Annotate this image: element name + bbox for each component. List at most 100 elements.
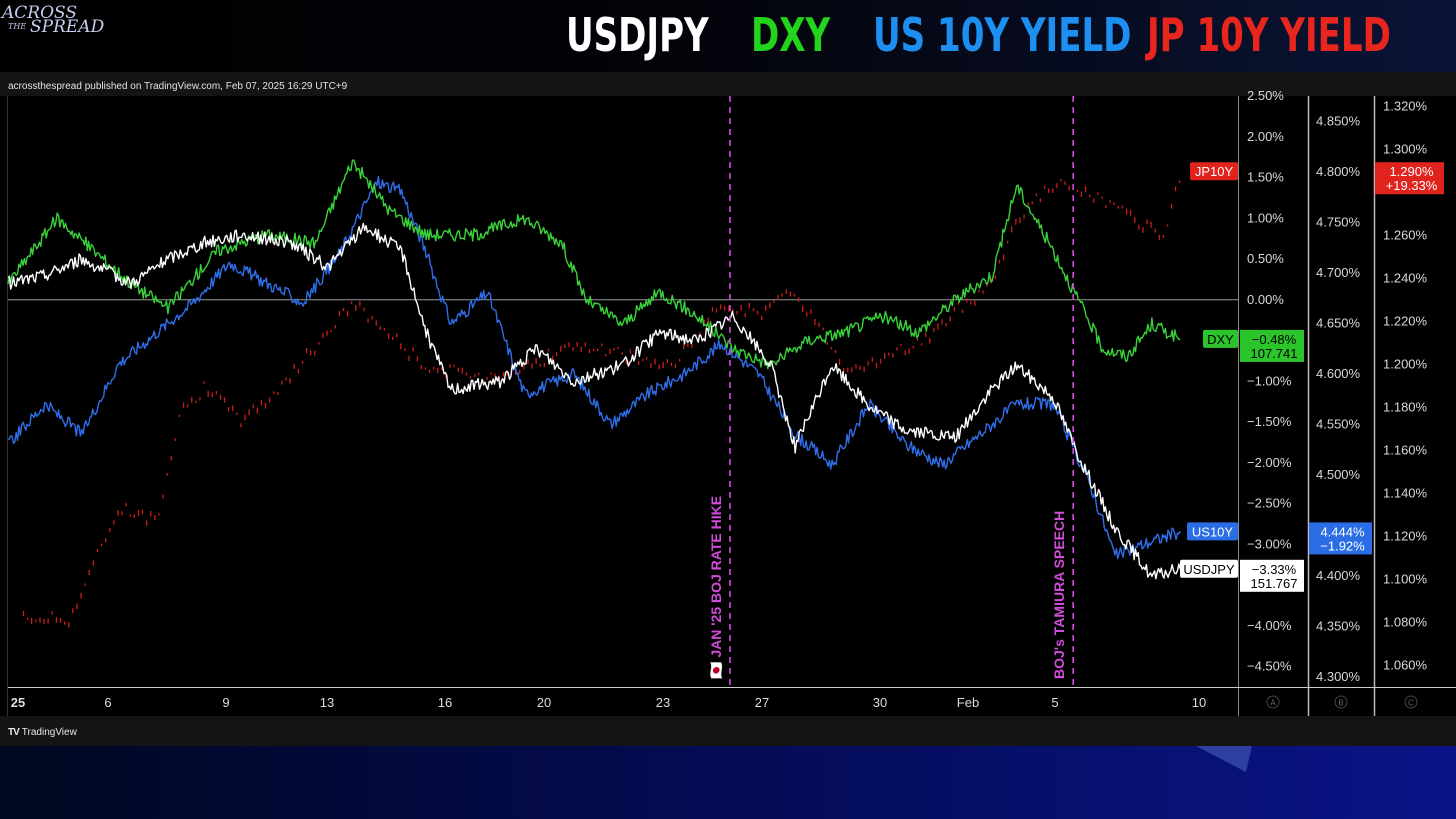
series-jp10y-tick	[105, 538, 107, 543]
series-jp10y-tick	[560, 346, 562, 352]
axis-a-tick-2: 1.50%	[1247, 170, 1284, 185]
series-jp10y-tick	[752, 308, 755, 312]
series-value-secondary: 107.741	[1251, 346, 1298, 361]
series-tag-label: JP10Y	[1195, 164, 1234, 179]
series-jp10y-tick	[1174, 186, 1177, 192]
axis-a-tick-10: −3.00%	[1247, 536, 1292, 551]
series-jp10y-tick	[461, 367, 463, 374]
series-jp10y-tick	[125, 502, 127, 507]
series-jp10y-tick	[900, 343, 902, 347]
series-jp10y-tick	[781, 293, 783, 297]
series-jp10y-tick	[1052, 188, 1054, 193]
series-tag-bg	[1180, 559, 1238, 578]
series-jp10y-tick	[342, 308, 345, 312]
series-jp10y-tick	[506, 371, 509, 376]
series-jp10y-tick	[428, 369, 431, 373]
series-jp10y-tick	[334, 325, 336, 329]
event-label-1: BOJ's TAMIURA SPEECH	[1051, 511, 1067, 679]
series-jp10y-tick	[137, 510, 140, 517]
series-jp10y-tick	[1043, 185, 1046, 189]
series-jp10y-tick	[1142, 227, 1144, 233]
axis-c-tick-1: 1.300%	[1383, 142, 1428, 157]
axis-b-scale-button	[1334, 695, 1348, 709]
series-jp10y-tick	[929, 338, 931, 344]
across-the-spread-logo: ACROSS THE SPREAD	[2, 3, 104, 37]
series-jp10y-tick	[310, 350, 312, 356]
series-jp10y-tick	[806, 311, 808, 317]
series-jp10y-tick	[810, 309, 812, 314]
series-jp10y-tick	[793, 293, 796, 297]
series-jp10y-tick	[31, 617, 33, 624]
series-jp10y-tick	[383, 327, 386, 331]
series-jp10y-tick	[888, 352, 890, 356]
series-jp10y-tick	[986, 284, 988, 287]
series-jp10y-tick	[1097, 192, 1099, 196]
series-jp10y-tick	[236, 412, 238, 415]
series-jp10y-tick	[617, 346, 619, 350]
series-jp10y-tick	[896, 347, 898, 351]
axis-a-tick-12: −4.50%	[1247, 659, 1292, 674]
series-usdjpy	[8, 222, 1181, 580]
x-tick-2: 9	[222, 695, 229, 710]
series-jp10y-tick	[1060, 178, 1062, 182]
series-dxy	[7, 159, 1181, 370]
series-jp10y-tick	[191, 396, 193, 403]
series-jp10y-tick	[207, 390, 209, 397]
series-jp10y-tick	[1117, 205, 1119, 209]
series-jp10y-tick	[1125, 208, 1128, 215]
series-jp10y-tick	[195, 400, 197, 404]
x-tick-0: 25	[11, 695, 25, 710]
series-value-bg	[1240, 559, 1304, 592]
series-jp10y-tick	[646, 356, 648, 360]
series-jp10y-tick	[203, 381, 205, 384]
price-label-dxy: DXY −0.48%107.741	[1203, 329, 1304, 362]
series-jp10y-tick	[666, 359, 668, 363]
axis-c-tick-3: 1.240%	[1383, 271, 1428, 286]
series-jp10y-tick	[871, 357, 873, 362]
published-info: acrossthespread published on TradingView…	[8, 81, 348, 92]
series-jp10y-tick	[113, 520, 115, 525]
series-jp10y-tick	[941, 319, 943, 325]
series-jp10y-tick	[785, 289, 787, 294]
series-jp10y-tick	[371, 316, 373, 320]
series-jp10y-tick	[527, 359, 529, 365]
series-jp10y-tick	[490, 372, 492, 375]
series-jp10y-tick	[834, 350, 837, 354]
decorative-shape	[1196, 746, 1252, 772]
series-jp10y-tick	[547, 348, 550, 352]
series-jp10y-tick	[355, 305, 357, 311]
series-jp10y-tick	[843, 368, 845, 373]
series-jp10y-tick	[1056, 183, 1058, 188]
series-jp10y-tick	[592, 348, 595, 352]
series-jp10y-tick	[728, 305, 730, 312]
series-jp10y-tick	[756, 310, 759, 315]
series-jp10y-tick	[1158, 234, 1160, 241]
series-jp10y-tick	[933, 328, 935, 332]
series-jp10y-tick	[1015, 218, 1017, 225]
series-jp10y-tick	[59, 618, 62, 623]
series-jp10y-tick	[43, 618, 45, 624]
series-jp10y-tick	[1064, 181, 1066, 185]
series-jp10y-tick	[502, 372, 504, 377]
series-jp10y-tick	[351, 301, 353, 305]
series-jp10y-tick	[494, 373, 496, 377]
series-jp10y-tick	[408, 355, 410, 361]
series-jp10y-tick	[322, 332, 324, 338]
series-jp10y-tick	[248, 409, 250, 416]
event-label-0: 🇯🇵 JAN '25 BOJ RATE HIKE	[708, 496, 724, 679]
series-jp10y-tick	[551, 355, 554, 362]
series-jp10y-tick	[1130, 209, 1132, 216]
series-jp10y-tick	[1166, 224, 1169, 227]
price-label-jp10y: JP10Y 1.290%+19.33%	[1190, 162, 1444, 195]
series-jp10y-tick	[904, 350, 906, 356]
series-jp10y-tick	[855, 364, 857, 369]
tradingview-brand[interactable]: TV TradingView	[8, 727, 77, 738]
series-jp10y-tick	[96, 549, 99, 552]
chart[interactable]: 2.50% 2.00% 1.50% 1.00% 0.50% 0.00% −1.00% −1.5…	[0, 0, 1456, 716]
series-us10y	[8, 175, 1181, 560]
series-jp10y-tick	[100, 543, 103, 547]
series-jp10y-tick	[437, 367, 439, 374]
axis-c-tick-7: 1.160%	[1383, 443, 1428, 458]
series-value-secondary: −1.92%	[1320, 538, 1365, 553]
series-jp10y-tick	[47, 618, 49, 624]
